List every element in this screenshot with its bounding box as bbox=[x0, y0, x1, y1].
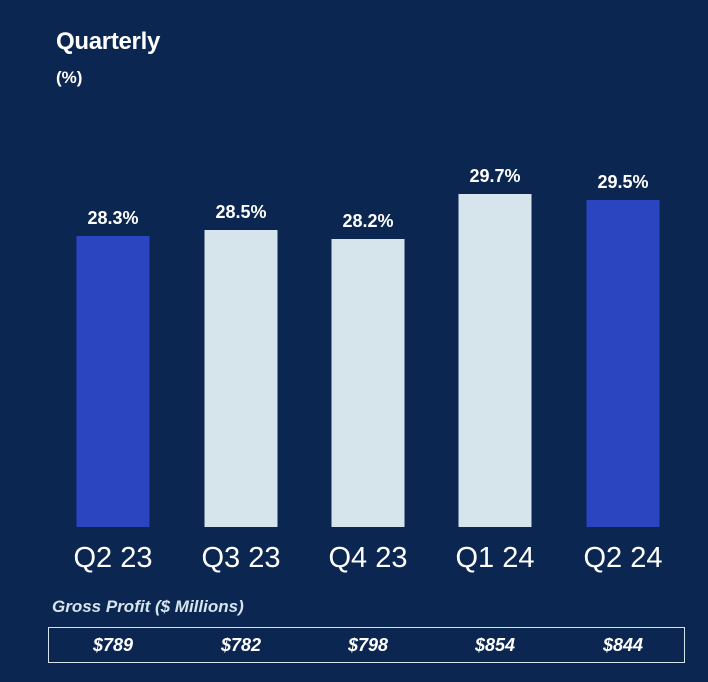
bar-q1-24 bbox=[458, 194, 532, 527]
chart-title: Quarterly bbox=[56, 28, 161, 55]
category-label: Q1 24 bbox=[456, 542, 535, 574]
data-label: 28.3% bbox=[87, 208, 138, 228]
gross-profit-value-0: $789 bbox=[92, 635, 134, 655]
data-label: 29.5% bbox=[597, 172, 648, 192]
chart-subtitle: (%) bbox=[56, 68, 83, 87]
category-label: Q2 23 bbox=[74, 542, 153, 574]
bar-q4-23 bbox=[331, 239, 405, 527]
gross-profit-value-4: $844 bbox=[602, 635, 644, 655]
data-label: 28.5% bbox=[215, 202, 266, 222]
data-label: 28.2% bbox=[342, 211, 393, 231]
data-label: 29.7% bbox=[469, 166, 520, 186]
bar-q3-23 bbox=[204, 230, 278, 527]
category-label: Q3 23 bbox=[202, 542, 281, 574]
bar-q2-23 bbox=[76, 236, 150, 527]
gross-profit-value-2: $798 bbox=[347, 635, 389, 655]
gross-profit-box bbox=[48, 627, 685, 663]
bar-q2-24 bbox=[586, 200, 660, 527]
category-label: Q2 24 bbox=[584, 542, 663, 574]
gross-profit-label: Gross Profit ($ Millions) bbox=[52, 597, 244, 616]
bar-chart: 28.3% Q2 23 28.5% Q3 23 28.2% Q4 23 29.7% Q1 24… bbox=[74, 166, 663, 574]
gross-profit-value-3: $854 bbox=[474, 635, 516, 655]
gross-profit-value-1: $782 bbox=[220, 635, 262, 655]
category-label: Q4 23 bbox=[329, 542, 408, 574]
